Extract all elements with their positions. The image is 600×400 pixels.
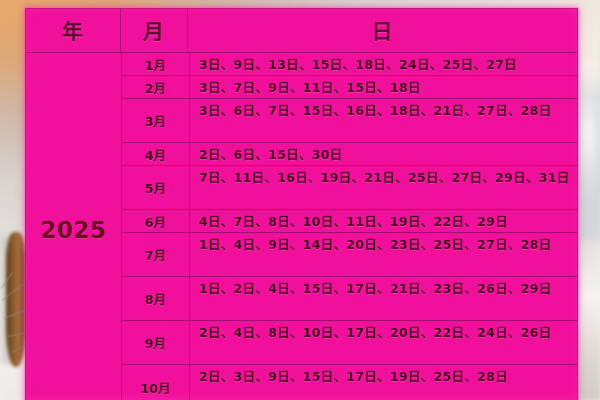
month-label: 9月 bbox=[144, 336, 167, 351]
table-row: 2月 3日、7日、9日、11日、15日、18日 bbox=[122, 76, 577, 99]
table-body: 2025 1月 3日、9日、13日、15日、18日、24日、25日、27日 2月… bbox=[26, 53, 577, 400]
days-cell: 2日、4日、8日、10日、17日、20日、22日、24日、26日 bbox=[190, 321, 577, 364]
month-cell: 10月 bbox=[122, 365, 190, 400]
month-label: 1月 bbox=[144, 57, 167, 73]
auspicious-dates-table: 年 月 日 2025 1月 3日、9日、13日、15日、18日、24日、25日、… bbox=[25, 8, 578, 400]
table-row: 10月 2日、3日、9日、15日、17日、19日、25日、28日 bbox=[122, 365, 577, 400]
days-cell: 4日、7日、8日、10日、11日、19日、22日、29日 bbox=[190, 210, 577, 232]
table-row: 7月 1日、4日、9日、14日、20日、23日、25日、27日、28日 bbox=[122, 233, 577, 277]
year-value: 2025 bbox=[40, 218, 107, 244]
table-row: 6月 4日、7日、8日、10日、11日、19日、22日、29日 bbox=[122, 210, 577, 233]
month-cell: 9月 bbox=[122, 321, 190, 364]
month-label: 2月 bbox=[144, 80, 167, 96]
days-list: 4日、7日、8日、10日、11日、19日、22日、29日 bbox=[199, 213, 508, 229]
table-row: 5月 7日、11日、16日、19日、21日、25日、27日、29日、31日 bbox=[122, 166, 577, 210]
month-cell: 1月 bbox=[122, 53, 190, 75]
table-row: 9月 2日、4日、8日、10日、17日、20日、22日、24日、26日 bbox=[122, 321, 577, 365]
header-label-day: 日 bbox=[371, 19, 394, 44]
month-label: 4月 bbox=[144, 147, 167, 163]
header-cell-month: 月 bbox=[121, 9, 188, 52]
days-list: 3日、7日、9日、11日、15日、18日 bbox=[199, 79, 421, 95]
days-cell: 2日、6日、15日、30日 bbox=[190, 143, 577, 165]
table-row: 8月 1日、2日、4日、15日、17日、21日、23日、26日、29日 bbox=[122, 277, 577, 321]
days-cell: 3日、9日、13日、15日、18日、24日、25日、27日 bbox=[190, 53, 577, 75]
month-cell: 3月 bbox=[122, 99, 190, 142]
month-cell: 8月 bbox=[122, 277, 190, 320]
month-cell: 5月 bbox=[122, 166, 190, 209]
days-list: 1日、4日、9日、14日、20日、23日、25日、27日、28日 bbox=[199, 237, 552, 252]
year-cell: 2025 bbox=[26, 53, 122, 400]
month-label: 8月 bbox=[144, 292, 167, 307]
days-list: 2日、6日、15日、30日 bbox=[199, 146, 343, 162]
days-list: 2日、3日、9日、15日、17日、19日、25日、28日 bbox=[199, 369, 508, 384]
month-rows-container: 1月 3日、9日、13日、15日、18日、24日、25日、27日 2月 3日、7… bbox=[122, 53, 577, 400]
days-list: 1日、2日、4日、15日、17日、21日、23日、26日、29日 bbox=[199, 281, 552, 296]
table-row: 3月 3日、6日、7日、15日、16日、18日、21日、27日、28日 bbox=[122, 99, 577, 143]
header-label-month: 月 bbox=[143, 19, 165, 44]
table-header-row: 年 月 日 bbox=[26, 9, 577, 53]
days-cell: 1日、2日、4日、15日、17日、21日、23日、26日、29日 bbox=[190, 277, 577, 320]
header-cell-year: 年 bbox=[26, 9, 121, 52]
table-row: 4月 2日、6日、15日、30日 bbox=[122, 143, 577, 166]
days-cell: 1日、4日、9日、14日、20日、23日、25日、27日、28日 bbox=[190, 233, 577, 276]
days-cell: 2日、3日、9日、15日、17日、19日、25日、28日 bbox=[190, 365, 577, 400]
month-label: 10月 bbox=[140, 380, 171, 396]
month-cell: 2月 bbox=[122, 76, 190, 98]
table-row: 1月 3日、9日、13日、15日、18日、24日、25日、27日 bbox=[122, 53, 577, 76]
days-list: 3日、9日、13日、15日、18日、24日、25日、27日 bbox=[199, 56, 517, 72]
days-cell: 7日、11日、16日、19日、21日、25日、27日、29日、31日 bbox=[190, 166, 577, 209]
days-list: 7日、11日、16日、19日、21日、25日、27日、29日、31日 bbox=[199, 170, 570, 185]
month-cell: 7月 bbox=[122, 233, 190, 276]
days-cell: 3日、7日、9日、11日、15日、18日 bbox=[190, 76, 577, 98]
month-label: 6月 bbox=[144, 214, 167, 230]
month-cell: 4月 bbox=[122, 143, 190, 165]
month-label: 5月 bbox=[144, 181, 167, 196]
days-list: 3日、6日、7日、15日、16日、18日、21日、27日、28日 bbox=[199, 103, 552, 118]
month-cell: 6月 bbox=[122, 210, 190, 232]
month-label: 7月 bbox=[144, 248, 167, 263]
header-cell-day: 日 bbox=[188, 9, 577, 52]
days-list: 2日、4日、8日、10日、17日、20日、22日、24日、26日 bbox=[199, 325, 552, 340]
month-label: 3月 bbox=[144, 114, 167, 129]
days-cell: 3日、6日、7日、15日、16日、18日、21日、27日、28日 bbox=[190, 99, 577, 142]
header-label-year: 年 bbox=[62, 19, 84, 44]
